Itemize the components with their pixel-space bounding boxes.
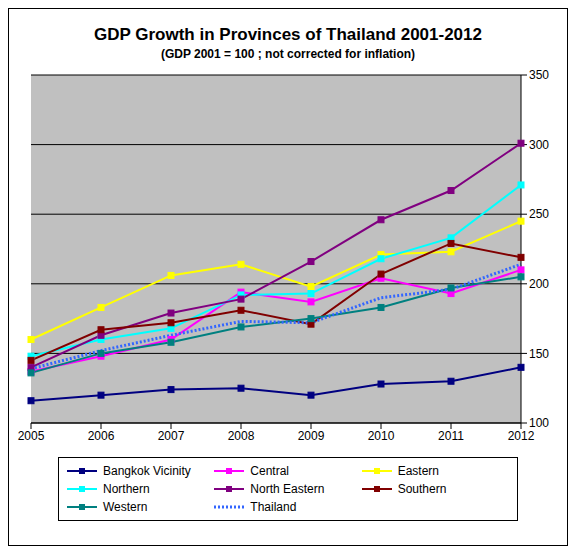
svg-text:2008: 2008 xyxy=(228,429,255,443)
html-text:Northern: Northern xyxy=(103,482,150,496)
svg-text:200: 200 xyxy=(529,277,549,291)
html-text:Bangkok Vicinity: Bangkok Vicinity xyxy=(103,464,191,478)
svg-text:150: 150 xyxy=(529,347,549,361)
svg-text:2007: 2007 xyxy=(158,429,185,443)
svg-text:2005: 2005 xyxy=(18,429,45,443)
svg-text:250: 250 xyxy=(529,207,549,221)
svg-text:2012: 2012 xyxy=(508,429,535,443)
html-text:North Eastern: North Eastern xyxy=(250,482,325,496)
html-text:Western: Western xyxy=(103,500,148,514)
html-text:Southern: Southern xyxy=(397,482,447,496)
html-text:Central: Central xyxy=(250,464,289,478)
html-text:(GDP 2001 = 100 ; not correcte: (GDP 2001 = 100 ; not corrected for infl… xyxy=(160,47,416,61)
html-text:GDP Growth in Provinces of Tha: GDP Growth in Provinces of Thailand 2001… xyxy=(94,25,482,44)
svg-text:2009: 2009 xyxy=(298,429,325,443)
svg-text:300: 300 xyxy=(529,138,549,152)
html-text:Eastern: Eastern xyxy=(397,464,439,478)
svg-text:2010: 2010 xyxy=(368,429,395,443)
svg-text:350: 350 xyxy=(529,68,549,82)
svg-text:2006: 2006 xyxy=(88,429,115,443)
html-text:Thailand: Thailand xyxy=(250,500,297,514)
svg-text:100: 100 xyxy=(529,416,549,430)
svg-text:2011: 2011 xyxy=(438,429,464,443)
